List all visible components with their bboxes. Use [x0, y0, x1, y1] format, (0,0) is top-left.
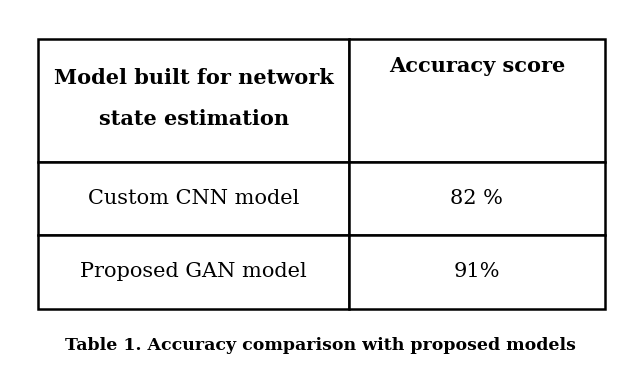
- Text: Accuracy score: Accuracy score: [388, 56, 565, 76]
- Text: Model built for network: Model built for network: [54, 68, 333, 89]
- Text: 91%: 91%: [454, 262, 500, 281]
- Text: 82 %: 82 %: [451, 189, 503, 208]
- Text: Proposed GAN model: Proposed GAN model: [80, 262, 307, 281]
- Text: Table 1. Accuracy comparison with proposed models: Table 1. Accuracy comparison with propos…: [65, 337, 575, 355]
- Text: Custom CNN model: Custom CNN model: [88, 189, 300, 208]
- Text: state estimation: state estimation: [99, 109, 289, 129]
